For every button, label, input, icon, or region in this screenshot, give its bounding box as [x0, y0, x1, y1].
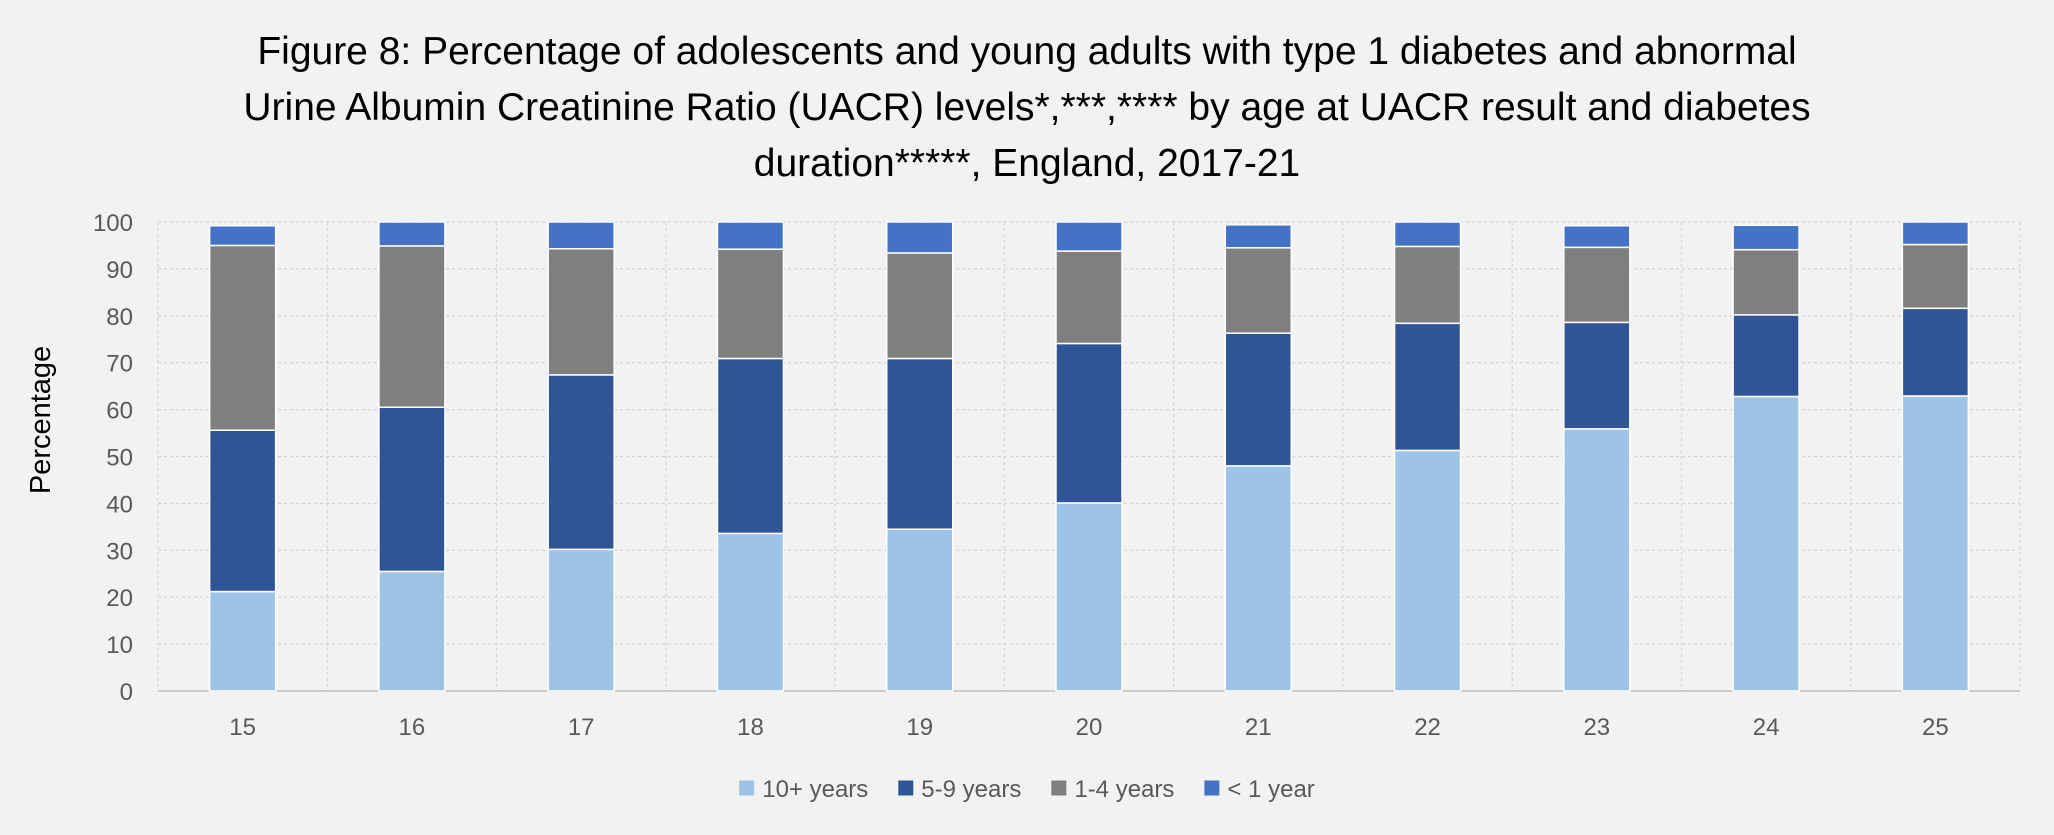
bar-segment — [716, 248, 785, 360]
bar-segment — [1563, 246, 1631, 324]
legend-label: 10+ years — [762, 776, 868, 803]
legend-swatch — [898, 780, 914, 796]
x-tick-label: 17 — [568, 714, 595, 741]
bar-segment — [1563, 225, 1631, 249]
legend-swatch — [739, 780, 755, 796]
bar-segment — [716, 532, 785, 692]
legend-label: 5-9 years — [921, 776, 1021, 803]
chart-title: Figure 8: Percentage of adolescents and … — [180, 24, 1874, 192]
y-tick-label: 40 — [106, 491, 133, 518]
bar-segment — [378, 406, 446, 573]
chart-legend: 10+ years 5-9 years 1-4 years < 1 year — [739, 776, 1315, 803]
bar-segment — [716, 357, 785, 535]
bar-segment — [1901, 307, 1970, 397]
bar-segment — [547, 221, 615, 250]
bar-segment — [547, 247, 615, 376]
bar-segment — [378, 570, 446, 692]
legend-label: 1-4 years — [1074, 776, 1174, 803]
bar-segment — [1393, 449, 1462, 692]
bar-stacks — [208, 221, 1970, 692]
bar-segment — [547, 548, 615, 692]
bar-segment — [1393, 245, 1462, 325]
bar-segment — [208, 590, 277, 692]
y-tick-label: 100 — [93, 210, 133, 237]
bar-segment — [885, 221, 954, 254]
bar-segment — [1055, 342, 1123, 504]
bar-segment — [378, 221, 446, 247]
y-tick-label: 20 — [106, 585, 133, 612]
bar-segment — [1393, 322, 1462, 452]
bar-segment — [1732, 248, 1800, 316]
legend-swatch — [1204, 780, 1220, 796]
x-tick-label: 25 — [1922, 714, 1949, 741]
bar-segment — [1055, 221, 1123, 252]
bar-segment — [208, 244, 277, 431]
bar-segment — [1224, 465, 1293, 692]
y-tick-label: 50 — [106, 445, 133, 472]
x-tick-label: 24 — [1753, 714, 1780, 741]
bar-segment — [1393, 221, 1462, 248]
y-tick-label: 90 — [106, 257, 133, 284]
y-axis-ticks: 0 10 20 30 40 50 60 70 80 90 100 — [93, 210, 133, 706]
bar-segment — [1224, 247, 1293, 334]
bar-segment — [1901, 395, 1970, 692]
y-tick-label: 0 — [120, 679, 133, 706]
bar-segment — [1901, 221, 1970, 246]
bar-segment — [1732, 224, 1800, 251]
y-axis-label: Percentage — [25, 346, 57, 494]
x-tick-label: 19 — [906, 714, 933, 741]
bar-segment — [885, 252, 954, 360]
x-tick-label: 22 — [1414, 714, 1441, 741]
legend-label: < 1 year — [1227, 776, 1314, 803]
bar-segment — [1055, 502, 1123, 692]
bar-segment — [1055, 250, 1123, 345]
x-tick-label: 15 — [229, 714, 256, 741]
bar-segment — [208, 225, 277, 247]
bar-segment — [1224, 332, 1293, 467]
bar-segment — [885, 357, 954, 530]
y-tick-label: 80 — [106, 304, 133, 331]
bar-segment — [1901, 243, 1970, 310]
bar-segment — [1224, 224, 1293, 249]
x-tick-label: 18 — [737, 714, 764, 741]
bar-segment — [1563, 428, 1631, 692]
y-tick-label: 70 — [106, 351, 133, 378]
legend-swatch — [1051, 780, 1067, 796]
x-tick-label: 23 — [1583, 714, 1610, 741]
chart-title-line-1: Figure 8: Percentage of adolescents and … — [257, 30, 1797, 73]
chart-title-line-2: Urine Albumin Creatinine Ratio (UACR) le… — [243, 86, 1811, 129]
chart-title-line-3: duration*****, England, 2017-21 — [753, 142, 1301, 185]
bar-segment — [378, 245, 446, 409]
x-axis-ticks: 15 16 17 18 19 20 21 22 23 24 25 — [229, 714, 1948, 741]
bar-segment — [208, 429, 277, 593]
bar-segment — [1732, 314, 1800, 398]
bar-segment — [1563, 321, 1631, 430]
y-tick-label: 60 — [106, 398, 133, 425]
bar-segment — [716, 221, 785, 250]
x-tick-label: 21 — [1245, 714, 1272, 741]
bar-segment — [885, 528, 954, 692]
x-tick-label: 16 — [399, 714, 426, 741]
x-tick-label: 20 — [1076, 714, 1103, 741]
bar-segment — [1732, 395, 1800, 692]
y-tick-label: 30 — [106, 538, 133, 565]
y-tick-label: 10 — [106, 632, 133, 659]
bar-segment — [547, 374, 615, 551]
